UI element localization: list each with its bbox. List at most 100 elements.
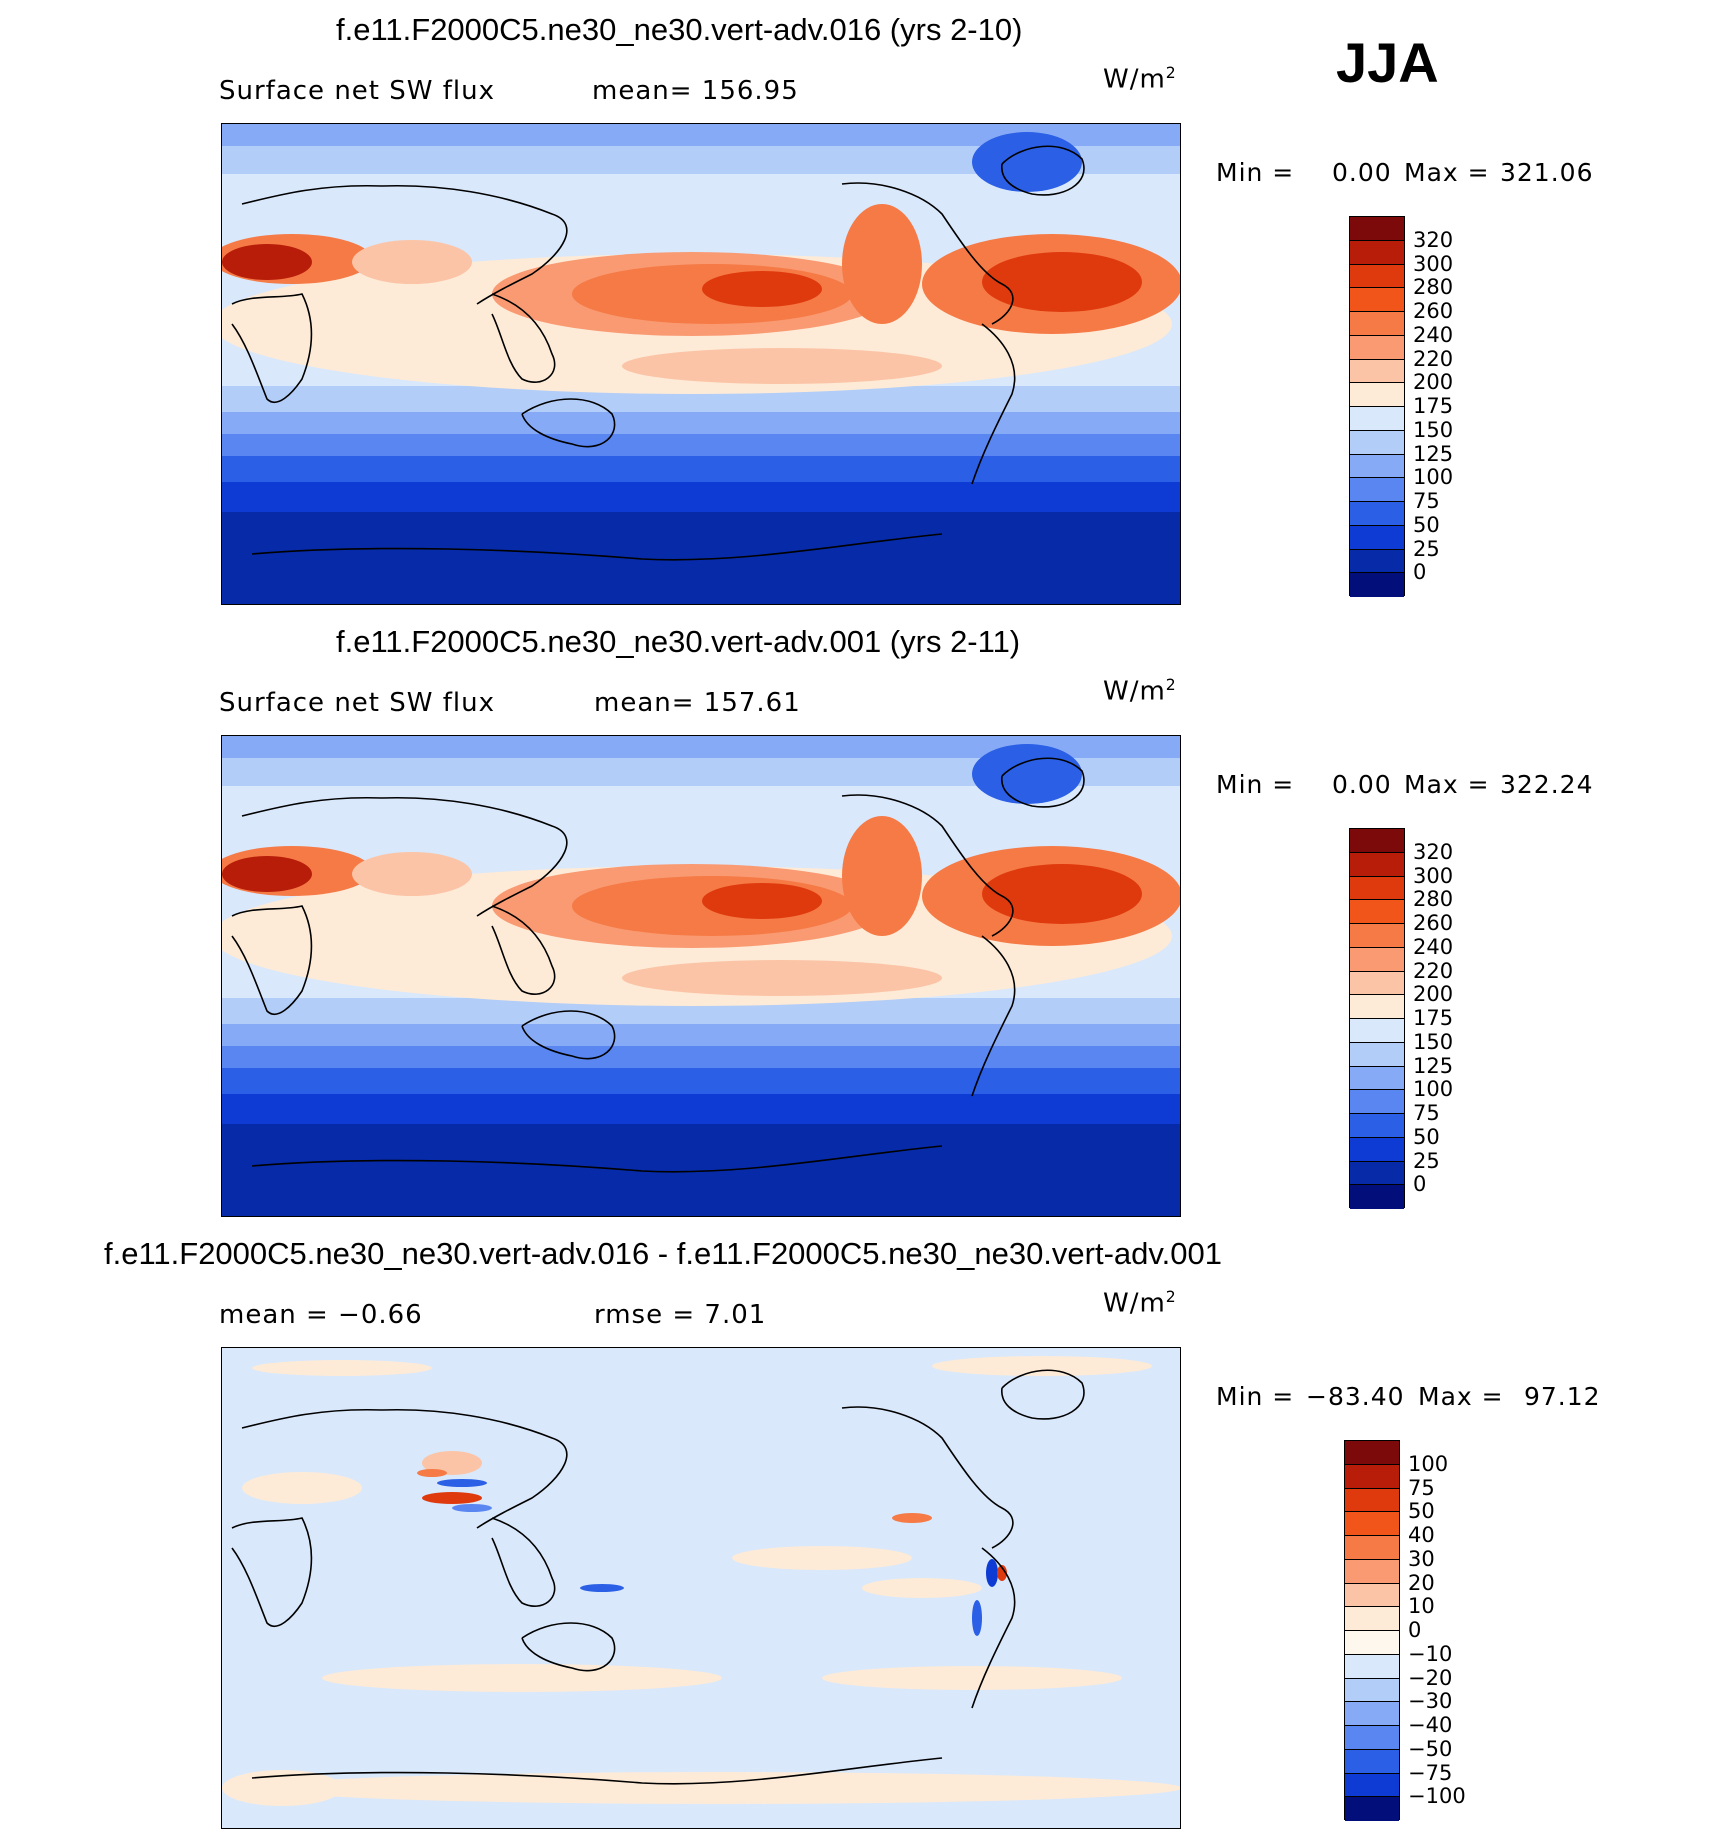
colorbar-tick-label: 200: [1413, 370, 1454, 395]
colorbar-tick-label: 75: [1408, 1475, 1435, 1500]
panel-1-min-value: 0.00: [1332, 158, 1392, 187]
colorbar-tick-label: 10: [1408, 1594, 1435, 1619]
colorbar-swatch: [1350, 924, 1404, 948]
colorbar-swatch: [1350, 549, 1404, 574]
colorbar-swatch: [1345, 1536, 1399, 1560]
colorbar-swatch: [1350, 1185, 1404, 1209]
colorbar-swatch: [1350, 478, 1404, 502]
colorbar-swatch: [1345, 1726, 1399, 1750]
colorbar-tick-label: 50: [1408, 1499, 1435, 1524]
colorbar-swatch: [1350, 573, 1404, 597]
colorbar-swatch: [1350, 947, 1404, 972]
colorbar-tick-label: 260: [1413, 911, 1454, 935]
colorbar-swatch: [1350, 502, 1404, 526]
panel-2-variable-label: Surface net SW flux: [219, 688, 495, 718]
panel-3-min-label: Min =: [1216, 1382, 1295, 1411]
colorbar-tick-label: 150: [1413, 1029, 1454, 1054]
colorbar-swatch: [1350, 1161, 1404, 1186]
colorbar-tick-label: 150: [1413, 417, 1454, 442]
colorbar-tick-label: −75: [1408, 1760, 1453, 1785]
colorbar-tick-label: 100: [1413, 1077, 1454, 1102]
panel-2-units: W/m2: [1103, 676, 1177, 707]
panel-1-title: f.e11.F2000C5.ne30_ne30.vert-adv.016 (yr…: [336, 12, 1023, 47]
colorbar-tick-label: −10: [1408, 1641, 1453, 1666]
colorbar-swatch: [1350, 240, 1404, 265]
colorbar-tick-label: 240: [1413, 934, 1454, 959]
colorbar-swatch: [1350, 1090, 1404, 1114]
colorbar-tick-label: 0: [1413, 1172, 1427, 1197]
panel-3-max-label: Max =: [1418, 1382, 1504, 1411]
colorbar-tick-label: 175: [1413, 394, 1454, 418]
colorbar-swatch: [1350, 1137, 1404, 1162]
colorbar-swatch: [1350, 430, 1404, 455]
panel-1-mean-label: mean= 156.95: [592, 76, 799, 106]
colorbar-swatch: [1345, 1773, 1399, 1798]
panel-3-min-value: −83.40: [1306, 1382, 1405, 1411]
colorbar-swatch: [1350, 1042, 1404, 1067]
colorbar-tick-label: 20: [1408, 1570, 1435, 1595]
colorbar-swatch: [1350, 264, 1404, 289]
panel-2-min-label: Min =: [1216, 770, 1295, 799]
panel-1-max-value: 321.06: [1500, 158, 1594, 187]
colorbar-tick-label: 25: [1413, 1148, 1440, 1173]
panel-1-map: [221, 123, 1181, 605]
panel-1-units: W/m2: [1103, 64, 1177, 95]
colorbar-tick-label: 240: [1413, 322, 1454, 347]
colorbar-swatch: [1350, 217, 1404, 241]
colorbar-tick-label: 100: [1408, 1451, 1449, 1476]
colorbar-tick-label: 100: [1413, 465, 1454, 490]
panel-3-rmse-label: rmse = 7.01: [594, 1300, 767, 1330]
panel-2-max-label: Max =: [1404, 770, 1490, 799]
colorbar-tick-label: 75: [1413, 1101, 1440, 1125]
panel-3-max-value: 97.12: [1524, 1382, 1601, 1411]
colorbar-swatch: [1345, 1583, 1399, 1608]
panel-3-colorbar: [1344, 1440, 1400, 1821]
colorbar-tick-label: 40: [1408, 1523, 1435, 1547]
colorbar-tick-label: 300: [1413, 251, 1454, 276]
colorbar-tick-label: −20: [1408, 1665, 1453, 1690]
colorbar-tick-label: 320: [1413, 227, 1454, 252]
panel-3-title: f.e11.F2000C5.ne30_ne30.vert-adv.016 - f…: [104, 1236, 1222, 1271]
panel-2-title: f.e11.F2000C5.ne30_ne30.vert-adv.001 (yr…: [336, 624, 1021, 659]
panel-2-max-value: 322.24: [1500, 770, 1594, 799]
colorbar-swatch: [1350, 288, 1404, 312]
colorbar-swatch: [1345, 1702, 1399, 1726]
colorbar-tick-label: 220: [1413, 346, 1454, 371]
colorbar-tick-label: 30: [1408, 1546, 1435, 1571]
colorbar-swatch: [1350, 1066, 1404, 1091]
colorbar-swatch: [1345, 1488, 1399, 1513]
colorbar-swatch: [1350, 1019, 1404, 1043]
panel-3-units: W/m2: [1103, 1288, 1177, 1319]
panel-3-mean-label: mean = −0.66: [219, 1300, 423, 1330]
colorbar-tick-label: −30: [1408, 1689, 1453, 1714]
colorbar-swatch: [1345, 1654, 1399, 1679]
colorbar-tick-label: 280: [1413, 887, 1454, 912]
colorbar-swatch: [1350, 900, 1404, 924]
panel-1-colorbar: [1349, 216, 1405, 597]
colorbar-tick-label: 0: [1413, 560, 1427, 585]
panel-1-min-label: Min =: [1216, 158, 1295, 187]
colorbar-tick-label: 280: [1413, 275, 1454, 300]
colorbar-swatch: [1350, 383, 1404, 407]
colorbar-swatch: [1345, 1512, 1399, 1536]
colorbar-tick-label: 25: [1413, 536, 1440, 561]
colorbar-tick-label: 175: [1413, 1006, 1454, 1030]
colorbar-tick-label: 125: [1413, 441, 1454, 466]
colorbar-tick-label: −100: [1408, 1784, 1466, 1809]
panel-3-map: [221, 1347, 1181, 1829]
colorbar-tick-label: 0: [1408, 1618, 1422, 1642]
colorbar-swatch: [1345, 1441, 1399, 1465]
colorbar-tick-label: 260: [1413, 299, 1454, 323]
colorbar-swatch: [1350, 312, 1404, 336]
panel-2-colorbar: [1349, 828, 1405, 1209]
colorbar-swatch: [1345, 1749, 1399, 1774]
colorbar-swatch: [1345, 1678, 1399, 1703]
panel-2-map: [221, 735, 1181, 1217]
colorbar-swatch: [1350, 335, 1404, 360]
season-label: JJA: [1336, 31, 1439, 94]
panel-1-max-label: Max =: [1404, 158, 1490, 187]
colorbar-tick-label: −50: [1408, 1736, 1453, 1761]
colorbar-tick-label: 220: [1413, 958, 1454, 983]
colorbar-swatch: [1350, 525, 1404, 550]
colorbar-swatch: [1345, 1559, 1399, 1584]
